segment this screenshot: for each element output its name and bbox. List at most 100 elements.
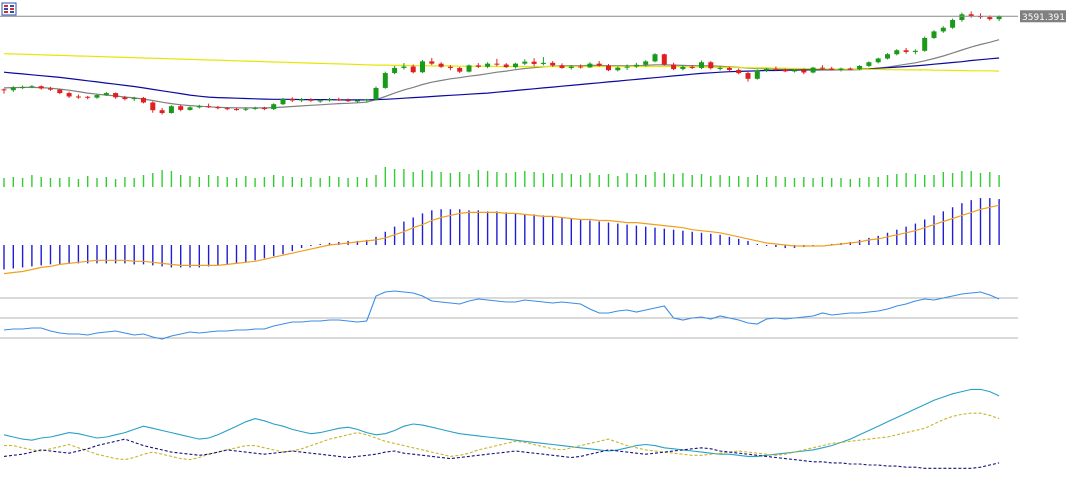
candle-body <box>299 99 305 101</box>
candle-body <box>485 63 491 67</box>
candle-body <box>624 66 630 68</box>
moving-average-line-2 <box>3 57 1000 101</box>
candle-body <box>85 96 91 98</box>
candle-body <box>606 65 611 71</box>
candle-body <box>57 89 63 94</box>
candle-body <box>987 17 993 20</box>
candle-body <box>196 106 202 108</box>
candle-body <box>717 67 723 69</box>
candle-body <box>708 62 714 69</box>
stochastic-line-2 <box>4 412 1000 461</box>
candle-body <box>726 67 732 70</box>
candle-body <box>447 66 453 68</box>
candle-body <box>401 66 407 68</box>
candle-body <box>866 62 872 66</box>
candle-body <box>420 61 425 73</box>
candle-body <box>996 16 1002 20</box>
candle-body <box>29 86 35 88</box>
candle-body <box>819 67 825 69</box>
candle-body <box>540 62 546 64</box>
candle-body <box>122 97 128 100</box>
candle-body <box>392 67 398 74</box>
candle-body <box>903 50 909 52</box>
candle-body <box>559 65 565 68</box>
candle-body <box>327 99 332 101</box>
candle-body <box>94 95 100 98</box>
candle-body <box>829 68 835 70</box>
candle-body <box>261 107 267 110</box>
chart-menu-icon[interactable] <box>1 1 17 16</box>
candle-body <box>354 100 360 102</box>
candle-body <box>66 93 72 97</box>
candle-body <box>336 99 342 101</box>
candle-body <box>345 100 351 102</box>
candle-body <box>224 108 230 110</box>
candle-body <box>773 68 779 70</box>
candle-body <box>206 106 212 108</box>
candle-body <box>838 68 844 70</box>
candle-body <box>168 106 174 114</box>
candle-body <box>764 68 770 71</box>
candle-body <box>178 106 184 110</box>
candle-body <box>364 99 370 101</box>
candle-body <box>513 63 518 68</box>
candle-body <box>103 93 109 96</box>
candle-body <box>271 104 277 110</box>
candle-body <box>215 107 221 109</box>
candle-body <box>550 62 556 66</box>
moving-average-line-1 <box>3 39 1000 109</box>
candle-body <box>940 27 946 32</box>
candle-body <box>38 86 44 89</box>
candle-body <box>875 58 881 63</box>
menu-grid-icon <box>1 2 17 16</box>
candle-body <box>429 61 435 64</box>
candle-body <box>792 70 797 72</box>
candle-body <box>10 87 16 91</box>
candle-body <box>596 63 602 66</box>
candle-body <box>410 66 416 73</box>
candle-body <box>745 73 751 79</box>
candle-body <box>568 66 574 68</box>
candle-body <box>317 100 323 102</box>
candle-body <box>382 73 388 88</box>
candle-body <box>280 99 286 105</box>
macd-signal-line <box>3 204 1000 275</box>
candle-body <box>912 50 918 52</box>
candle-body <box>643 61 649 65</box>
candle-body <box>252 107 258 109</box>
candle-body <box>810 67 816 73</box>
candle-body <box>466 65 472 72</box>
candle-body <box>531 61 537 64</box>
candle-body <box>234 109 239 111</box>
candle-body <box>959 14 965 20</box>
candle-body <box>699 62 704 68</box>
candle-body <box>847 68 853 70</box>
candle-body <box>457 67 463 72</box>
candle-body <box>894 50 900 55</box>
candle-body <box>661 54 667 65</box>
candle-body <box>20 87 26 89</box>
oscillator-line <box>3 290 1000 340</box>
candle-body <box>754 70 760 79</box>
candle-body <box>885 54 890 59</box>
current-price-label: 3591.391 <box>1022 13 1065 23</box>
candle-body <box>578 66 584 68</box>
candle-body <box>503 64 509 68</box>
candle-body <box>522 61 528 64</box>
candle-body <box>113 93 119 98</box>
candle-body <box>680 66 686 70</box>
candle-body <box>187 107 193 110</box>
candle-body <box>308 99 314 101</box>
candle-body <box>652 54 658 62</box>
candle-body <box>438 63 444 67</box>
candle-body <box>289 99 295 101</box>
candle-body <box>931 31 937 38</box>
current-price-tag <box>1020 10 1066 23</box>
candle-body <box>922 37 928 51</box>
candle-body <box>857 65 863 70</box>
candle-body <box>159 110 165 114</box>
stochastic-line-1 <box>3 388 1000 457</box>
stochastic-line-3 <box>3 438 1000 469</box>
candle-body <box>475 65 481 67</box>
candle-body <box>950 19 956 28</box>
